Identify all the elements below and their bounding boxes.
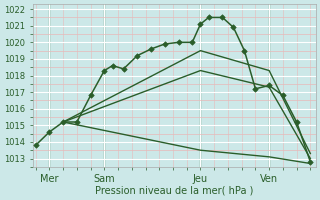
X-axis label: Pression niveau de la mer( hPa ): Pression niveau de la mer( hPa ) <box>95 186 253 196</box>
